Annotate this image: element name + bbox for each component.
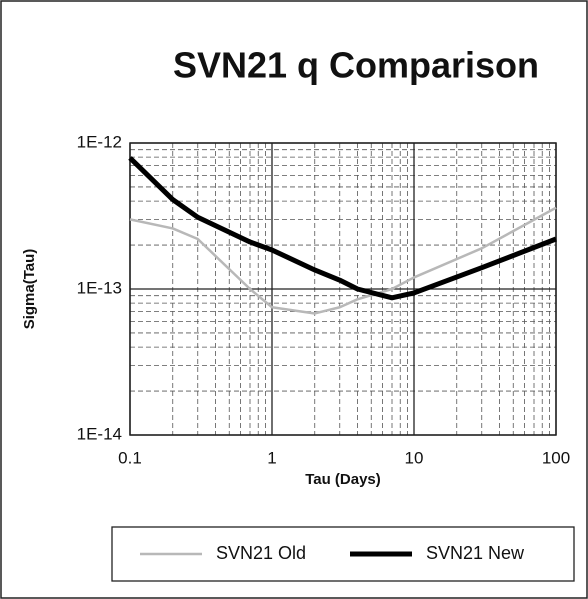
x-tick-label: 10 — [405, 448, 424, 467]
series-line — [129, 206, 557, 315]
legend-label: SVN21 Old — [216, 543, 306, 563]
y-axis-label: Sigma(Tau) — [21, 249, 38, 330]
x-tick-label: 1 — [267, 448, 276, 467]
plot-border — [129, 142, 557, 436]
legend-label: SVN21 New — [426, 543, 525, 563]
y-tick-label: 1E-13 — [77, 278, 122, 297]
legend-box — [111, 526, 575, 582]
series-line — [128, 156, 557, 301]
y-tick-label: 1E-14 — [77, 424, 122, 443]
y-tick-label: 1E-12 — [77, 132, 122, 151]
x-tick-label: 0.1 — [118, 448, 142, 467]
chart-title: SVN21 q Comparison — [173, 45, 539, 86]
x-tick-label: 100 — [542, 448, 570, 467]
x-axis-label: Tau (Days) — [305, 471, 381, 488]
